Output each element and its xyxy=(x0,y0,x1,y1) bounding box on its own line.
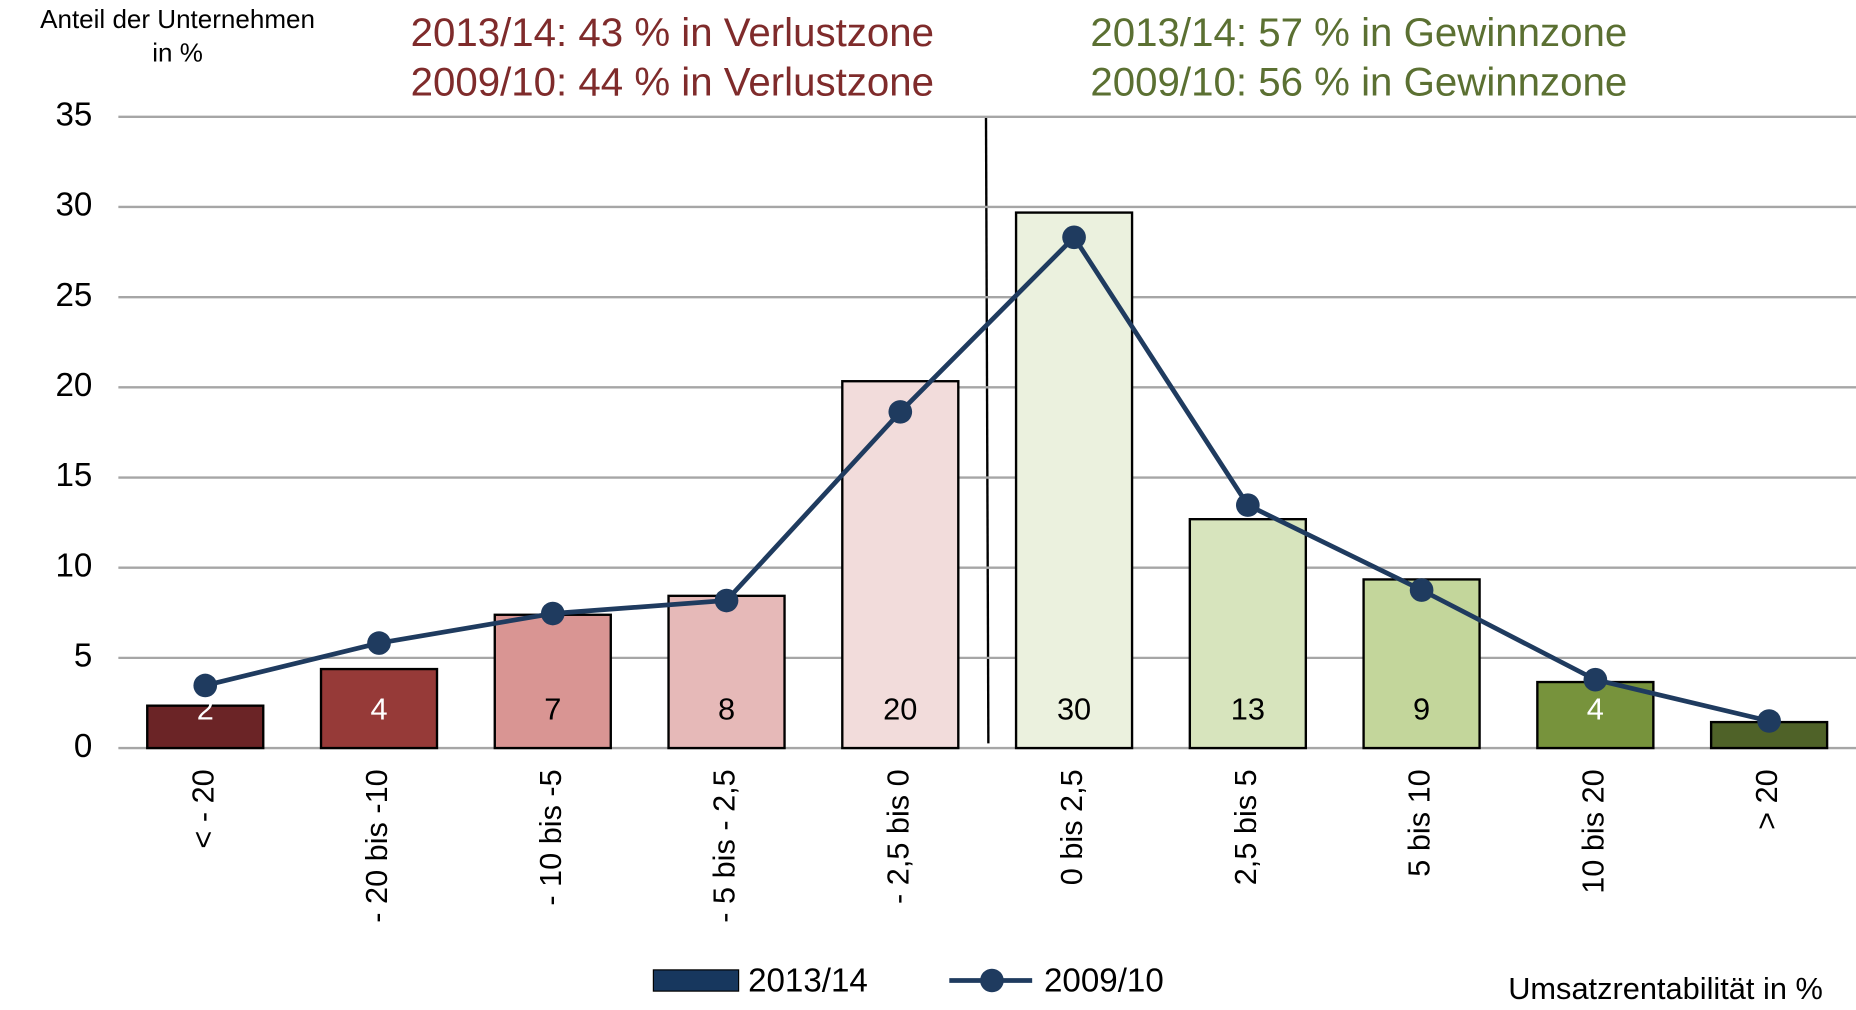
data-label: 9 xyxy=(1413,692,1430,727)
line-marker xyxy=(540,601,565,626)
data-label: 4 xyxy=(370,692,387,727)
legend-marker xyxy=(980,968,1004,993)
y-tick-label: 10 xyxy=(55,547,92,584)
data-label: 4 xyxy=(1587,692,1604,727)
x-tick-label: - 2,5 bis 0 xyxy=(880,769,915,904)
x-tick-label: - 10 bis -5 xyxy=(533,769,568,905)
y-tick-label: 20 xyxy=(55,367,92,404)
x-axis-label: Umsatzrentabilität in % xyxy=(1508,971,1823,1006)
line-marker xyxy=(1409,578,1434,602)
bar xyxy=(1536,680,1655,750)
y-tick-label: 35 xyxy=(55,97,92,134)
x-tick-label: - 20 bis -10 xyxy=(359,769,394,922)
bar xyxy=(841,380,960,750)
line-marker xyxy=(1757,709,1781,733)
line-marker xyxy=(1235,493,1260,517)
line-marker xyxy=(193,673,218,698)
line-marker xyxy=(714,588,739,613)
x-tick-label: - 5 bis - 2,5 xyxy=(707,769,742,922)
data-label: 13 xyxy=(1231,692,1265,727)
y-tick-label: 30 xyxy=(55,187,92,224)
x-tick-label: 5 bis 10 xyxy=(1402,769,1437,876)
y-tick-label: 5 xyxy=(74,638,92,675)
bar xyxy=(1014,211,1134,750)
y-axis-label-line: Anteil der Unternehmen xyxy=(40,4,315,34)
line-marker xyxy=(1062,225,1086,250)
legend-label: 2009/10 xyxy=(1044,963,1164,1000)
legend-swatch xyxy=(652,969,740,992)
bar xyxy=(1188,518,1308,750)
x-tick-label: 0 bis 2,5 xyxy=(1054,769,1089,885)
y-tick-label: 0 xyxy=(74,728,92,765)
zone-divider xyxy=(984,116,990,744)
x-tick-label: 10 bis 20 xyxy=(1575,769,1610,893)
bar xyxy=(319,667,439,750)
data-label: 20 xyxy=(883,692,917,727)
y-axis-label-line: in % xyxy=(152,37,203,67)
data-label: 2 xyxy=(197,692,214,727)
x-tick-label: < - 20 xyxy=(185,769,220,848)
bar xyxy=(146,704,265,750)
bar xyxy=(493,613,612,750)
line-marker xyxy=(1583,667,1608,692)
line-marker xyxy=(888,400,913,424)
data-label: 30 xyxy=(1057,692,1091,727)
y-tick-label: 25 xyxy=(55,277,92,314)
x-tick-label: 2,5 bis 5 xyxy=(1228,769,1263,885)
x-tick-label: > 20 xyxy=(1749,769,1784,830)
annotation: 2009/10: 44 % in Verlustzone xyxy=(411,60,934,105)
y-tick-label: 15 xyxy=(55,457,92,494)
annotation: 2013/14: 43 % in Verlustzone xyxy=(411,10,934,55)
bar xyxy=(667,594,786,750)
data-label: 7 xyxy=(544,692,561,727)
y-axis-label: Anteil der Unternehmen in % xyxy=(40,4,315,67)
annotation: 2013/14: 57 % in Gewinnzone xyxy=(1090,10,1627,55)
legend-label: 2013/14 xyxy=(748,963,868,1000)
data-label: 8 xyxy=(718,692,735,727)
annotation: 2009/10: 56 % in Gewinnzone xyxy=(1090,60,1627,105)
line-marker xyxy=(367,631,391,655)
line xyxy=(204,233,1770,724)
